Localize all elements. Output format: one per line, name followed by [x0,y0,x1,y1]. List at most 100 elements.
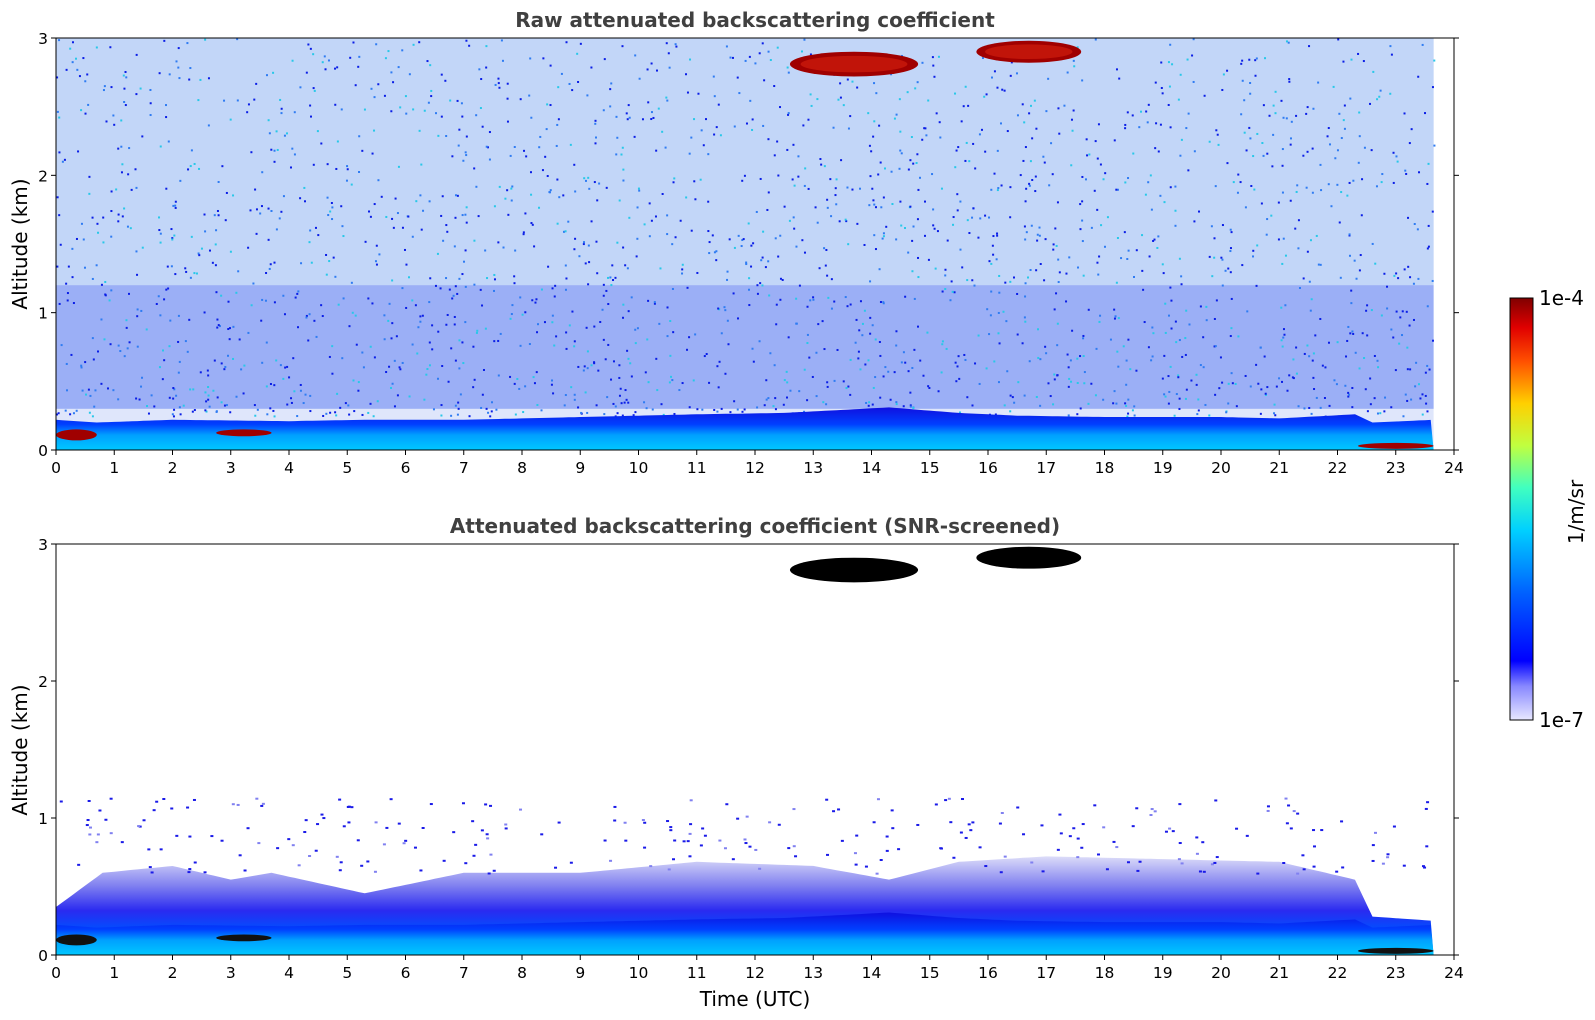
noise-speck [965,141,968,144]
noise-speck [562,194,565,197]
noise-speck [1349,332,1352,335]
noise-speck [75,409,78,412]
noise-speck [147,412,150,415]
noise-speck [1346,339,1349,342]
noise-speck [163,298,166,301]
noise-speck [776,46,779,49]
noise-speck [1225,411,1228,414]
noise-speck [391,279,394,282]
noise-speck [619,387,622,390]
noise-speck [331,206,334,209]
noise-speck [1001,88,1004,91]
noise-speck [764,266,767,269]
noise-speck [213,359,216,362]
screened-speck [1381,862,1385,865]
noise-speck [475,185,478,188]
noise-speck [493,340,496,343]
noise-speck [280,112,283,115]
screened-speck [613,805,617,808]
noise-speck [1181,355,1184,358]
noise-speck [1106,216,1109,219]
noise-speck [228,327,231,330]
noise-speck [497,241,500,244]
noise-speck [650,219,653,222]
noise-speck [1031,137,1034,140]
noise-speck [307,43,310,46]
noise-speck [123,355,126,358]
noise-speck [793,227,796,230]
noise-speck [1063,104,1066,107]
noise-speck [1419,397,1422,400]
noise-speck [612,402,615,405]
surface-layer-feature [1357,947,1434,954]
noise-speck [346,168,349,171]
noise-speck [493,278,496,281]
noise-speck [1340,191,1343,194]
noise-speck [1421,413,1424,416]
noise-speck [278,217,281,220]
noise-speck [497,77,500,80]
noise-speck [1392,336,1395,339]
noise-speck [1150,359,1153,362]
noise-speck [1427,162,1430,165]
noise-speck [435,112,438,115]
noise-speck [189,67,192,70]
noise-speck [787,71,790,74]
noise-speck [1155,122,1158,125]
noise-speck [514,413,517,416]
noise-speck [565,347,568,350]
noise-speck [985,93,988,96]
noise-speck [1221,88,1224,91]
noise-speck [265,341,268,344]
noise-speck [275,130,278,133]
screened-speck [1296,872,1300,875]
noise-speck [1264,393,1267,396]
noise-speck [611,264,614,267]
noise-speck [986,308,989,311]
noise-speck [216,318,219,321]
noise-speck [227,300,230,303]
noise-speck [625,112,628,115]
noise-speck [1167,314,1170,317]
noise-speck [666,233,669,236]
screened-speck [1296,812,1300,815]
screened-speck [1289,827,1293,830]
heatmap-area [56,38,1436,450]
noise-speck [85,393,88,396]
noise-speck [1306,344,1309,347]
noise-speck [1157,235,1160,238]
noise-speck [565,277,568,280]
noise-speck [1424,112,1427,115]
noise-speck [605,186,608,189]
noise-speck [1113,308,1116,311]
noise-speck [329,411,332,414]
noise-speck [373,96,376,99]
noise-speck [171,238,174,241]
noise-speck [374,260,377,263]
noise-speck [971,216,974,219]
noise-speck [1245,149,1248,152]
noise-speck [1405,172,1408,175]
noise-speck [1056,344,1059,347]
noise-speck [1065,272,1068,275]
noise-speck [594,136,597,139]
noise-speck [1086,154,1089,157]
noise-speck [461,115,464,118]
noise-speck [629,362,632,365]
noise-speck [623,401,626,404]
noise-speck [996,234,999,237]
noise-speck [309,229,312,232]
noise-speck [213,214,216,217]
noise-speck [845,387,848,390]
noise-speck [273,160,276,163]
noise-speck [993,172,996,175]
noise-speck [128,292,131,295]
noise-speck [626,118,629,121]
noise-speck [352,41,355,44]
noise-speck [865,401,868,404]
noise-speck [715,126,718,129]
noise-speck [1023,394,1026,397]
noise-speck [1252,255,1255,258]
noise-speck [1097,273,1100,276]
noise-speck [555,144,558,147]
